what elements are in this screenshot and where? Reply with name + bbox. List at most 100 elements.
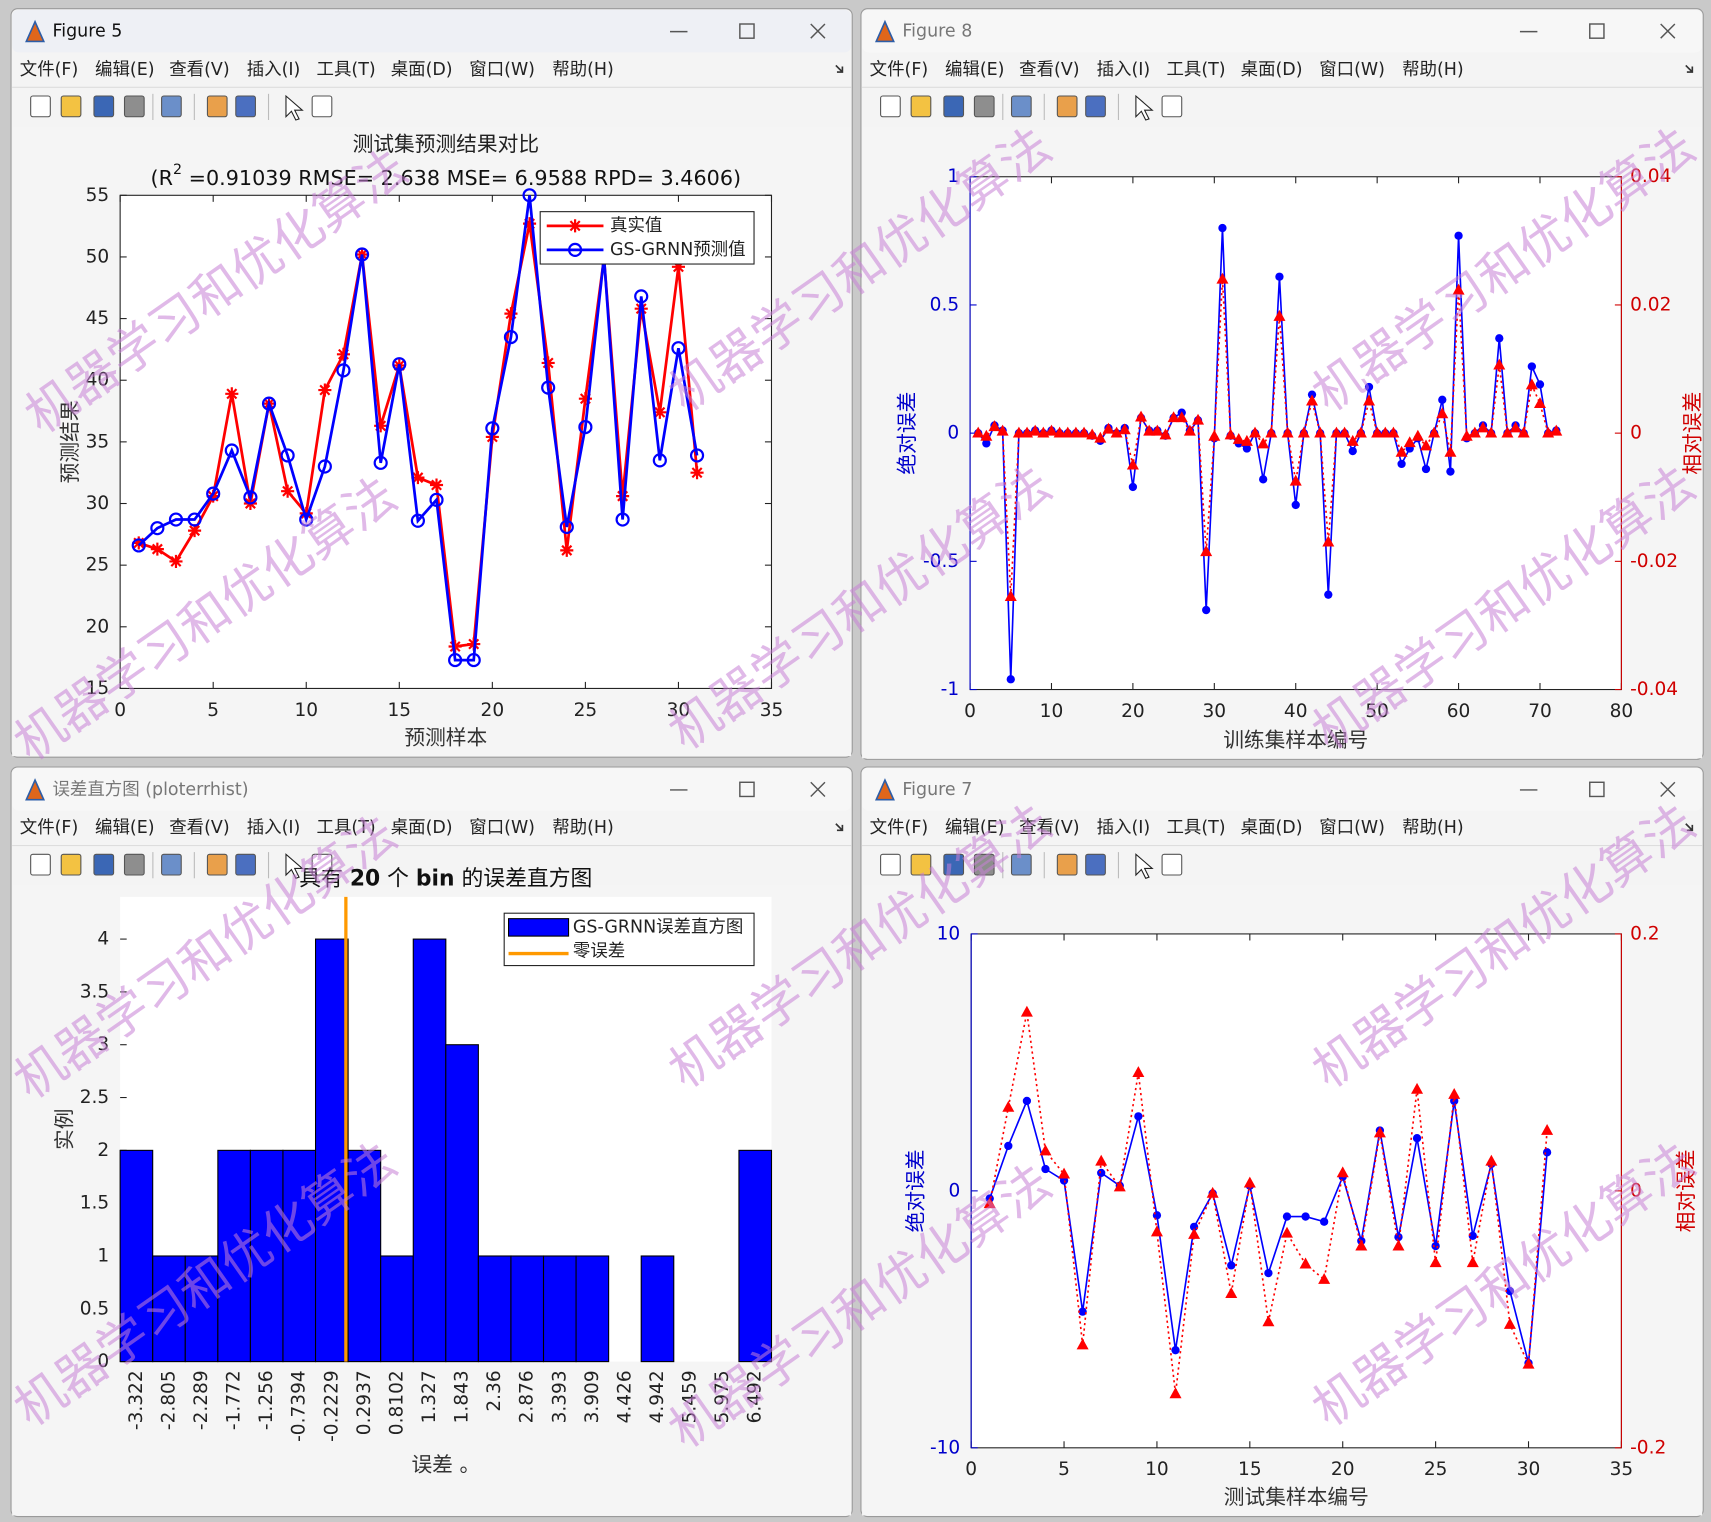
y-tick-label: 2.5 <box>80 1087 109 1108</box>
menu-item[interactable]: 文件(F) <box>870 60 929 80</box>
menu-item[interactable]: 编辑(E) <box>95 818 155 838</box>
toolbar-icon[interactable] <box>235 95 256 118</box>
toolbar-icon[interactable] <box>880 853 901 876</box>
toolbar-icon[interactable] <box>30 853 51 876</box>
menu-item[interactable]: 桌面(D) <box>391 818 453 838</box>
toolbar-icon[interactable] <box>60 95 82 118</box>
menu-item[interactable]: 插入(I) <box>247 60 301 80</box>
title-bar <box>12 9 852 53</box>
close-button[interactable] <box>810 23 826 39</box>
toolbar-icon[interactable] <box>123 95 145 118</box>
data-point <box>1373 1126 1386 1138</box>
menu-item[interactable]: 工具(T) <box>317 818 376 838</box>
legend-label: 零误差 <box>573 941 625 961</box>
toolbar-icon[interactable] <box>943 853 965 876</box>
menu-item[interactable]: 文件(F) <box>20 818 79 838</box>
toolbar-icon[interactable] <box>973 95 995 118</box>
menu-item[interactable]: 编辑(E) <box>95 60 155 80</box>
x-tick-label: 1.327 <box>419 1370 440 1423</box>
maximize-button[interactable] <box>1589 23 1605 39</box>
menu-item[interactable]: 窗口(W) <box>1319 818 1385 838</box>
x-tick-label: 4.426 <box>614 1370 635 1423</box>
close-button[interactable] <box>1660 781 1676 797</box>
toolbar-icon[interactable] <box>1010 95 1032 118</box>
menu-item[interactable]: 查看(V) <box>1019 818 1079 838</box>
toolbar-icon[interactable] <box>285 94 304 121</box>
bar <box>412 938 447 1363</box>
menu-item[interactable]: 帮助(H) <box>552 818 614 838</box>
toolbar-icon[interactable] <box>235 853 256 876</box>
toolbar-icon[interactable] <box>311 853 333 876</box>
x-tick-label: 2.36 <box>484 1370 505 1411</box>
menu-item[interactable]: 文件(F) <box>870 818 929 838</box>
maximize-button[interactable] <box>739 23 755 39</box>
menu-item[interactable]: 编辑(E) <box>945 818 1005 838</box>
y-tick-label: 4 <box>97 929 109 950</box>
bar <box>445 1044 479 1363</box>
toolbar-icon[interactable] <box>943 95 965 118</box>
data-point <box>1411 1082 1424 1094</box>
menu-item[interactable]: 帮助(H) <box>552 60 614 80</box>
menu-item[interactable]: 桌面(D) <box>391 60 453 80</box>
menu-item[interactable]: 窗口(W) <box>469 818 535 838</box>
menu-item[interactable]: 工具(T) <box>1166 60 1225 80</box>
toolbar-icon[interactable] <box>93 95 115 118</box>
toolbar-icon[interactable] <box>161 95 182 118</box>
toolbar-icon[interactable] <box>1056 853 1078 876</box>
toolbar-icon[interactable] <box>910 853 932 876</box>
x-axis-label: 测试集样本编号 <box>1224 1485 1369 1509</box>
close-button[interactable] <box>810 781 826 797</box>
menu-item[interactable]: 帮助(H) <box>1402 818 1464 838</box>
toolbar-icon[interactable] <box>60 853 82 876</box>
toolbar-icon[interactable] <box>973 853 995 876</box>
bar <box>314 938 349 1363</box>
toolbar-icon[interactable] <box>30 95 51 118</box>
data-point <box>1392 1239 1405 1251</box>
close-button[interactable] <box>1660 23 1676 39</box>
menu-item[interactable]: 工具(T) <box>317 60 376 80</box>
toolbar-icon[interactable] <box>1161 95 1183 118</box>
data-point <box>1240 434 1253 446</box>
menu-item[interactable]: 文件(F) <box>20 60 79 80</box>
menu-item[interactable]: 编辑(E) <box>945 60 1005 80</box>
data-point <box>1550 424 1563 436</box>
menu-item[interactable]: 查看(V) <box>169 818 229 838</box>
toolbar-icon[interactable] <box>311 95 333 118</box>
maximize-button[interactable] <box>1589 781 1605 798</box>
toolbar-icon[interactable] <box>1010 853 1032 876</box>
toolbar-icon[interactable] <box>123 853 145 876</box>
menu-item[interactable]: 窗口(W) <box>1319 60 1385 80</box>
data-point <box>1006 675 1015 684</box>
toolbar-icon[interactable] <box>910 95 932 118</box>
toolbar-icon[interactable] <box>1161 853 1183 876</box>
maximize-button[interactable] <box>739 781 755 798</box>
x-axis-label: 训练集样本编号 <box>1223 728 1368 752</box>
toolbar-icon[interactable] <box>206 853 228 876</box>
toolbar-icon[interactable] <box>880 95 901 118</box>
toolbar-icon[interactable] <box>1056 95 1078 118</box>
toolbar-icon[interactable] <box>1085 95 1106 118</box>
toolbar-icon[interactable] <box>1135 94 1154 121</box>
menu-item[interactable]: 插入(I) <box>247 818 301 838</box>
menu-item[interactable]: 插入(I) <box>1097 60 1151 80</box>
menu-item[interactable]: 窗口(W) <box>469 60 535 80</box>
menu-item[interactable]: 工具(T) <box>1166 818 1225 838</box>
menu-item[interactable]: 帮助(H) <box>1402 60 1464 80</box>
toolbar-icon[interactable] <box>93 853 115 876</box>
menu-item[interactable]: 查看(V) <box>169 60 229 80</box>
toolbar-icon[interactable] <box>1085 853 1106 876</box>
y-tick-label: 1.5 <box>80 1193 109 1214</box>
data-point <box>206 489 220 503</box>
toolbar-icon[interactable] <box>206 95 228 118</box>
data-point <box>1167 411 1180 423</box>
menu-item[interactable]: 查看(V) <box>1019 60 1079 80</box>
toolbar-icon[interactable] <box>1135 853 1154 879</box>
menu-item[interactable]: 桌面(D) <box>1241 60 1303 80</box>
toolbar-icon[interactable] <box>285 853 304 879</box>
data-point <box>1517 426 1530 438</box>
toolbar-icon[interactable] <box>161 853 182 876</box>
menu-item[interactable]: 桌面(D) <box>1241 818 1303 838</box>
menu-item[interactable]: 插入(I) <box>1097 818 1151 838</box>
data-point <box>1218 223 1227 233</box>
x-tick-label: 6.492 <box>745 1370 766 1423</box>
